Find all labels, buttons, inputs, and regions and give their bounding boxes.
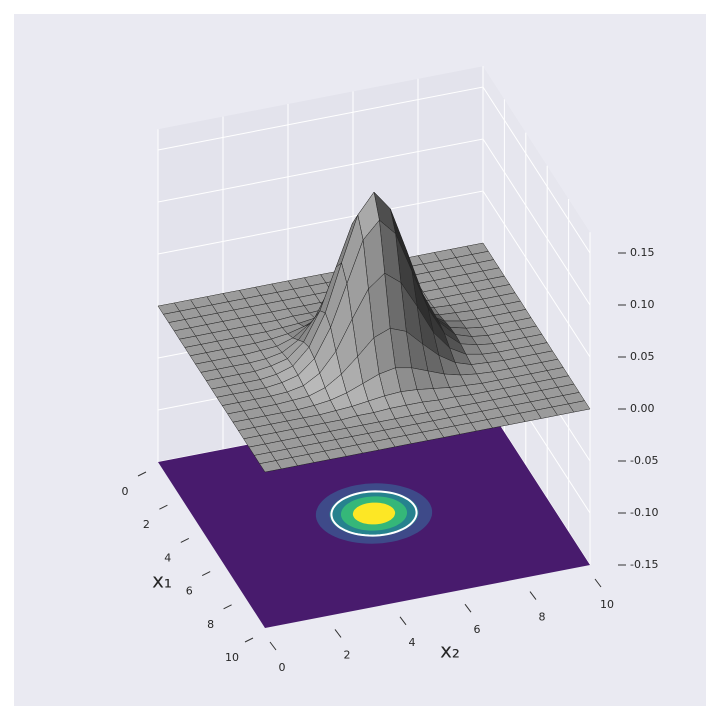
x2-tick-mark: [269, 641, 277, 651]
x2-tick-label: 10: [600, 598, 614, 611]
x1-tick-label: 10: [225, 651, 239, 664]
x1-tick-label: 2: [143, 518, 150, 531]
z-tick-label: 0.15: [630, 246, 655, 259]
x2-tick-mark: [334, 629, 342, 638]
x1-axis-title: x₁: [152, 569, 172, 593]
x1-tick-label: 8: [207, 618, 214, 631]
x1-tick-label: 4: [164, 551, 171, 564]
z-tick-label: 0.10: [630, 298, 655, 311]
x2-tick-mark: [594, 578, 602, 588]
x2-tick-label: 0: [279, 661, 286, 674]
z-tick-label: -0.15: [630, 558, 658, 571]
x1-tick-mark: [201, 571, 211, 577]
x2-tick-label: 2: [344, 648, 351, 661]
x2-tick-mark: [399, 616, 407, 626]
contour-line: [330, 490, 418, 537]
x2-axis-title: x₂: [440, 639, 460, 663]
x2-tick-label: 6: [474, 623, 481, 636]
surface-face: [259, 460, 282, 473]
x1-tick-mark: [159, 504, 168, 510]
z-tick-label: -0.05: [630, 454, 658, 467]
z-tick-label: -0.10: [630, 506, 658, 519]
x1-tick-mark: [180, 537, 190, 543]
x1-tick-mark: [244, 637, 254, 643]
z-tick-label: 0.05: [630, 350, 655, 363]
x1-tick-mark: [223, 604, 232, 610]
x2-tick-mark: [529, 591, 537, 600]
x1-tick-mark: [137, 471, 147, 477]
x1-tick-label: 6: [186, 585, 193, 598]
x2-tick-mark: [464, 603, 472, 613]
contour-band: [352, 502, 396, 525]
x2-tick-label: 8: [539, 611, 546, 624]
z-tick-label: 0.00: [630, 402, 655, 415]
x1-tick-label: 0: [122, 485, 129, 498]
x2-tick-label: 4: [409, 636, 416, 649]
